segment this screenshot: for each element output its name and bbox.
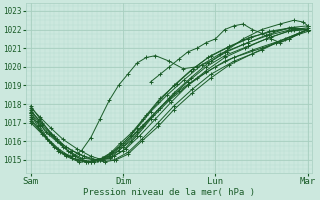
X-axis label: Pression niveau de la mer( hPa ): Pression niveau de la mer( hPa ) [83, 188, 255, 197]
